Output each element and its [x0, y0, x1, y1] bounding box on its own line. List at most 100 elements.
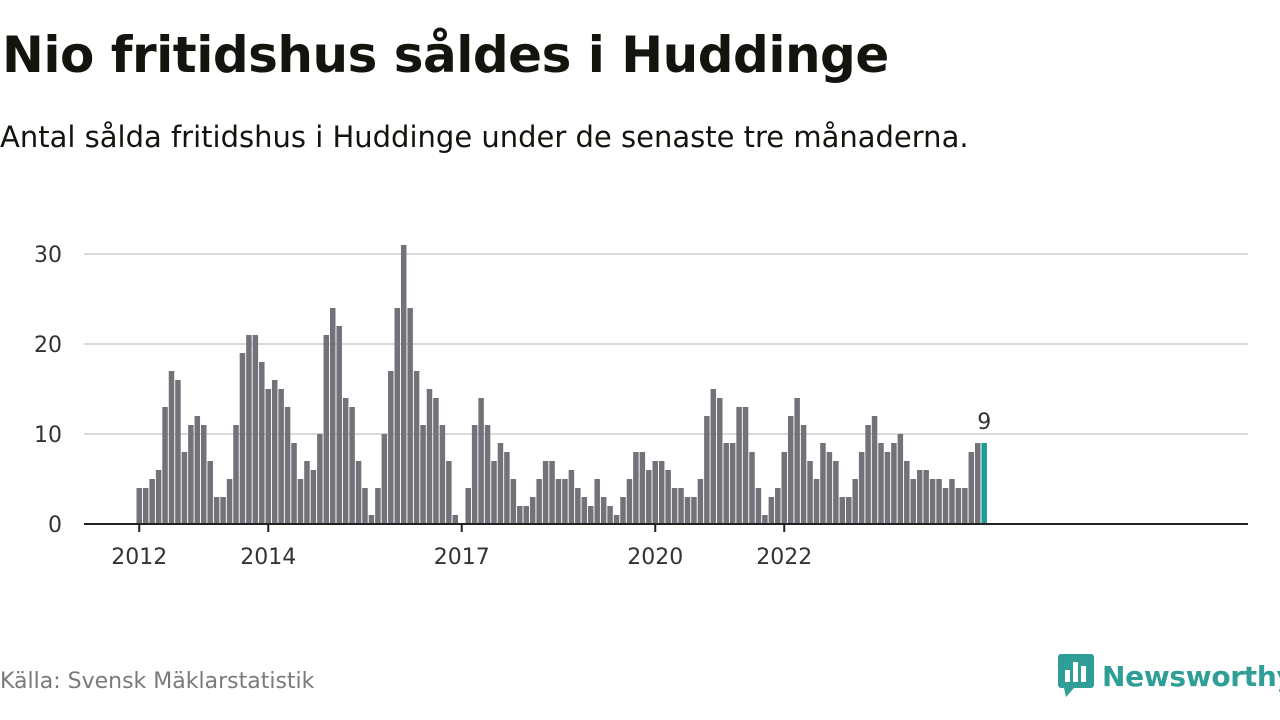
bar: [646, 470, 652, 524]
bar: [962, 488, 968, 524]
bar: [265, 389, 271, 524]
bar: [323, 335, 330, 524]
bar: [865, 425, 871, 524]
source-note: Källa: Svensk Mäklarstatistik: [0, 669, 315, 694]
bar: [504, 452, 510, 524]
bar: [271, 380, 278, 524]
brand-name: Newsworthy: [1102, 659, 1280, 693]
bar: [239, 353, 246, 524]
bar: [904, 461, 910, 524]
bar: [787, 416, 794, 524]
bar: [549, 461, 555, 524]
bar: [497, 443, 504, 524]
bar: [704, 416, 710, 524]
gridlines: [84, 253, 1248, 435]
bar: [355, 461, 362, 524]
bar: [846, 497, 852, 524]
bar: [820, 443, 826, 524]
bar: [349, 407, 355, 524]
bar: [284, 407, 291, 524]
x-axis: 2012 2014 2017 2020 2022: [84, 523, 1248, 570]
bar: [768, 497, 775, 524]
bar: [588, 506, 594, 524]
bar: [278, 389, 284, 524]
bar: [407, 308, 413, 524]
bar: [749, 452, 755, 524]
bar: [949, 479, 955, 524]
bar: [929, 479, 936, 524]
bar: [555, 479, 562, 524]
newsworthy-logo-icon: [1058, 654, 1094, 697]
bar: [452, 515, 459, 524]
bar: [626, 479, 633, 524]
bar: [336, 326, 342, 524]
y-tick-label: 30: [34, 243, 62, 268]
x-tick-label: 2017: [434, 545, 490, 570]
bar: [826, 452, 833, 524]
bar: [420, 425, 426, 524]
x-tick-label: 2022: [756, 545, 812, 570]
bar: [342, 398, 349, 524]
bar: [775, 488, 781, 524]
bar: [923, 470, 929, 524]
bar: [375, 488, 381, 524]
annotations: 9: [977, 410, 991, 435]
bar: [317, 434, 323, 524]
x-tick-label: 2014: [240, 545, 296, 570]
chart-subtitle: Antal sålda fritidshus i Huddinge under …: [0, 120, 969, 154]
bar-chart: 0 10 20 30 2012 2014 2017 2020 2022 9: [34, 243, 1248, 570]
bar: [252, 335, 259, 524]
bar: [891, 443, 897, 524]
bar: [833, 461, 839, 524]
bar: [213, 497, 220, 524]
bar: [742, 407, 749, 524]
bar: [388, 371, 394, 524]
last-value-label: 9: [977, 410, 991, 435]
bar: [665, 470, 671, 524]
bar: [368, 515, 375, 524]
bar: [510, 479, 517, 524]
bar: [839, 497, 846, 524]
bar: [794, 398, 800, 524]
bar: [433, 398, 439, 524]
bar: [781, 452, 787, 524]
bar: [620, 497, 626, 524]
bar: [446, 461, 452, 524]
bar: [149, 479, 155, 524]
bar: [426, 389, 433, 524]
bar: [536, 479, 542, 524]
bar: [562, 479, 568, 524]
bar: [717, 398, 723, 524]
bar: [542, 461, 549, 524]
bar: [813, 479, 820, 524]
bar: [517, 506, 523, 524]
bar: [697, 479, 704, 524]
bar: [594, 479, 600, 524]
bar: [220, 497, 226, 524]
bar: [729, 443, 736, 524]
bar: [233, 425, 239, 524]
bar: [162, 407, 168, 524]
bar: [581, 497, 588, 524]
bar: [684, 497, 691, 524]
bar: [639, 452, 646, 524]
bar: [439, 425, 446, 524]
bar: [762, 515, 768, 524]
bar: [884, 452, 891, 524]
bar: [600, 497, 607, 524]
bar: [175, 380, 181, 524]
bar: [800, 425, 807, 524]
bar: [613, 515, 620, 524]
bar: [207, 461, 213, 524]
bar: [671, 488, 678, 524]
bar: [523, 506, 529, 524]
bar: [975, 443, 981, 524]
bar: [142, 488, 149, 524]
y-tick-label: 20: [34, 333, 62, 358]
bar: [633, 452, 639, 524]
bar: [723, 443, 729, 524]
bar: [936, 479, 942, 524]
bar: [226, 479, 233, 524]
bar: [691, 497, 697, 524]
newsworthy-logo[interactable]: Newsworthy: [1058, 654, 1280, 698]
